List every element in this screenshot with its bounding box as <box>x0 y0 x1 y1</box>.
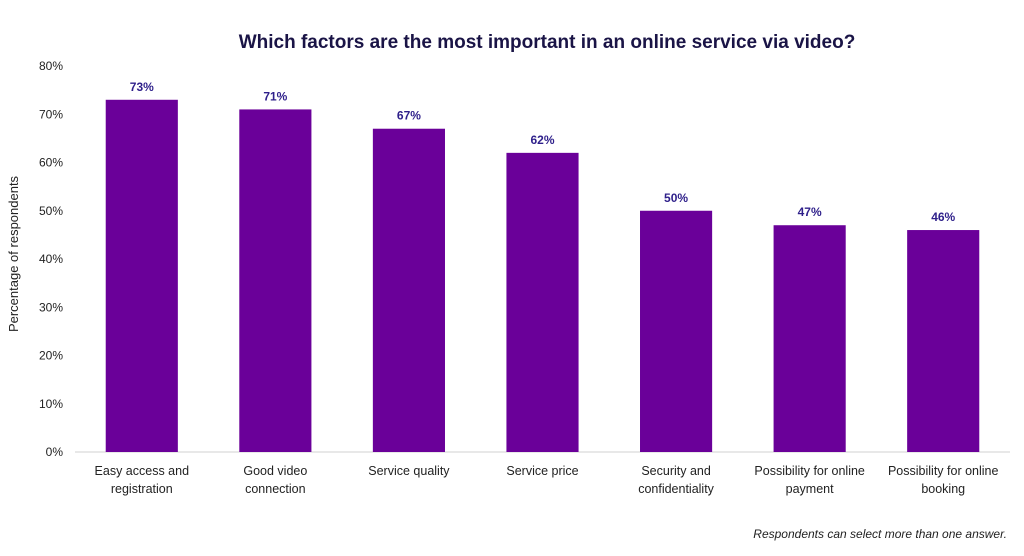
y-tick-label: 20% <box>39 349 63 363</box>
bar-value-label: 46% <box>931 210 955 224</box>
bar <box>372 128 445 452</box>
chart-title: Which factors are the most important in … <box>238 32 856 53</box>
bar-value-label: 71% <box>263 89 287 103</box>
bar-value-label: 47% <box>798 205 822 219</box>
y-tick-label: 30% <box>39 300 63 314</box>
y-axis-ticks: 0% 10% 20% 30% 40% 50% 60% 70% 80% <box>39 59 63 459</box>
bar-value-label: 67% <box>397 109 421 123</box>
x-category-label: Security and confidentiality <box>638 464 714 496</box>
footnote: Respondents can select more than one ans… <box>753 527 1007 541</box>
bar <box>640 210 713 452</box>
bars <box>105 99 980 453</box>
x-category-label: Possibility for online booking <box>888 464 999 496</box>
category-labels: Easy access and registration Good video con… <box>95 464 999 496</box>
y-tick-label: 40% <box>39 252 63 266</box>
x-category-label: Possibility for online payment <box>754 464 865 496</box>
value-labels: 73% 71% 67% 62% 50% 47% 46% <box>130 80 956 224</box>
x-category-label: Good video connection <box>243 464 307 496</box>
bar <box>907 230 980 452</box>
bar <box>506 152 579 452</box>
y-tick-label: 10% <box>39 397 63 411</box>
y-tick-label: 60% <box>39 156 63 170</box>
bar-value-label: 50% <box>664 191 688 205</box>
x-category-label: Service price <box>506 464 578 478</box>
bar <box>773 225 846 452</box>
y-axis-title: Percentage of respondents <box>6 175 21 332</box>
bar <box>239 109 312 453</box>
bar-value-label: 73% <box>130 80 154 94</box>
y-tick-label: 0% <box>46 445 64 459</box>
y-axis-title-group: Percentage of respondents <box>6 175 21 332</box>
x-category-label: Service quality <box>368 464 450 478</box>
y-tick-label: 50% <box>39 204 63 218</box>
x-category-label: Easy access and registration <box>95 464 190 496</box>
y-tick-label: 80% <box>39 59 63 73</box>
bar <box>105 99 178 453</box>
bar-value-label: 62% <box>530 133 554 147</box>
y-tick-label: 70% <box>39 107 63 121</box>
